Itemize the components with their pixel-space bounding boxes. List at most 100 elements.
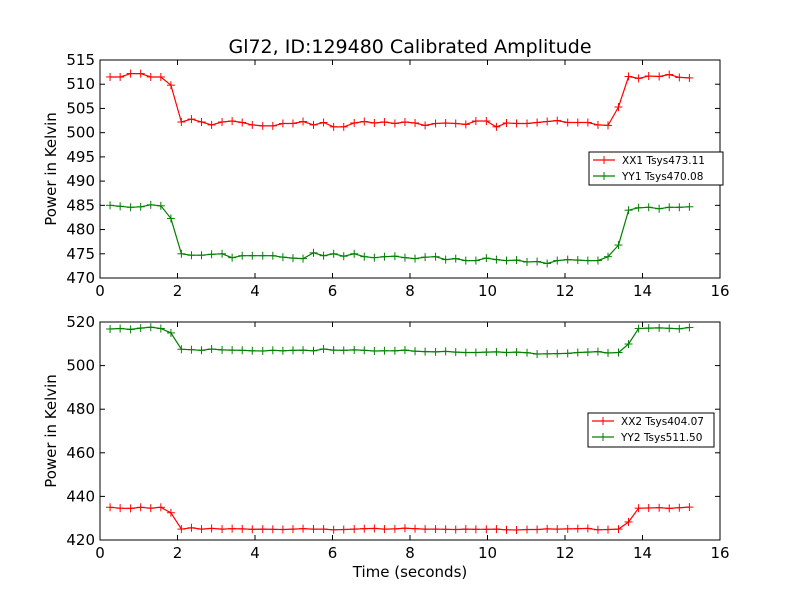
bottom-data-point (543, 524, 552, 533)
top-data-point (502, 118, 511, 127)
legend-label: XX1 Tsys473.11 (622, 155, 705, 167)
bottom-data-point (187, 523, 196, 532)
top-data-point (553, 116, 562, 125)
top-y-axis-label: Power in Kelvin (42, 112, 60, 226)
top-x-tick-label: 2 (173, 282, 183, 300)
top-data-point (177, 118, 186, 127)
top-data-point (451, 119, 460, 128)
bottom-series-line-1 (110, 506, 690, 531)
bottom-x-axis-label: Time (seconds) (352, 563, 468, 581)
top-data-point (685, 202, 694, 211)
bottom-data-point (238, 346, 247, 355)
top-data-point (665, 70, 674, 79)
top-data-point (329, 122, 338, 131)
top-data-point (563, 255, 572, 264)
top-y-tick-label: 470 (66, 269, 95, 287)
top-legend: XX1 Tsys473.11 YY1 Tsys470.08 (588, 151, 724, 186)
top-data-point (187, 251, 196, 260)
top-data-point (278, 253, 287, 262)
top-data-point (644, 71, 653, 80)
top-data-point (451, 254, 460, 263)
bottom-x-tick-label: 4 (250, 544, 260, 562)
top-data-point (563, 118, 572, 127)
top-data-point (441, 255, 450, 264)
bottom-data-point (441, 347, 450, 356)
top-series-group (106, 69, 694, 268)
top-data-point (350, 249, 359, 258)
top-x-tick-label: 4 (250, 282, 260, 300)
top-data-point (634, 74, 643, 83)
top-data-point (492, 122, 501, 131)
bottom-data-point (146, 323, 155, 332)
top-data-point (553, 256, 562, 265)
top-data-point (533, 257, 542, 266)
bottom-data-point (126, 504, 135, 513)
bottom-data-point (655, 503, 664, 512)
bottom-data-point (166, 508, 175, 517)
top-data-point (156, 72, 165, 81)
top-y-tick-label: 505 (66, 99, 95, 117)
top-series-line-1 (110, 72, 690, 128)
top-y-tick-label: 485 (66, 196, 95, 214)
top-y-tick-label: 475 (66, 245, 95, 263)
bottom-x-tick-label: 8 (405, 544, 415, 562)
top-data-point (604, 121, 613, 130)
top-data-point (218, 118, 227, 127)
bottom-data-point (288, 525, 297, 534)
bottom-data-point (593, 525, 602, 534)
bottom-data-point (370, 346, 379, 355)
top-data-point (655, 72, 664, 81)
bottom-data-point (309, 346, 318, 355)
top-y-tick-label: 510 (66, 75, 95, 93)
bottom-legend-box (587, 412, 715, 448)
bottom-x-tick-label: 10 (478, 544, 497, 562)
bottom-data-point (502, 348, 511, 357)
top-data-point (166, 214, 175, 223)
top-data-point (482, 254, 491, 263)
top-data-point (593, 256, 602, 265)
bottom-data-point (390, 346, 399, 355)
bottom-data-point (299, 346, 308, 355)
top-data-point (116, 202, 125, 211)
top-data-point (421, 253, 430, 262)
bottom-data-point (675, 503, 684, 512)
top-data-point (411, 118, 420, 127)
top-data-point (126, 69, 135, 78)
top-data-point (431, 119, 440, 128)
bottom-data-point (278, 346, 287, 355)
bottom-x-axis: 0 2 4 6 8 10 12 14 16 (95, 322, 730, 562)
top-data-point (543, 259, 552, 268)
bottom-data-point (116, 324, 125, 333)
top-data-point (411, 254, 420, 263)
top-data-point (207, 120, 216, 129)
bottom-data-point (461, 348, 470, 357)
top-x-tick-label: 12 (555, 282, 574, 300)
top-data-point (136, 202, 145, 211)
top-data-point (512, 119, 521, 128)
top-legend-item-2: YY1 Tsys470.08 (593, 171, 703, 183)
top-data-point (370, 253, 379, 262)
top-data-point (258, 121, 267, 130)
top-x-tick-label: 0 (95, 282, 105, 300)
bottom-data-point (156, 324, 165, 333)
top-data-point (523, 258, 532, 267)
top-data-point (288, 119, 297, 128)
top-data-point (106, 72, 115, 81)
bottom-data-point (339, 346, 348, 355)
top-data-point (319, 118, 328, 127)
top-data-point (461, 120, 470, 129)
top-data-point (116, 72, 125, 81)
top-data-point (126, 203, 135, 212)
top-data-point (665, 203, 674, 212)
bottom-data-point (573, 348, 582, 357)
bottom-data-point (360, 524, 369, 533)
bottom-data-point (441, 525, 450, 534)
bottom-series-group (106, 323, 694, 534)
top-data-point (309, 120, 318, 129)
top-data-point (339, 122, 348, 131)
bottom-data-point (238, 524, 247, 533)
bottom-data-point (634, 504, 643, 513)
bottom-data-point (563, 524, 572, 533)
